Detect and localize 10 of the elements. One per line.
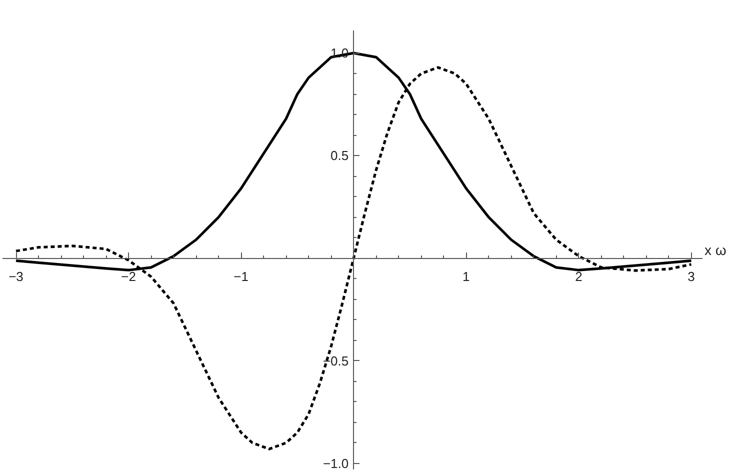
x-tick-label: −3 [8, 269, 24, 284]
y-tick-label: −0.5 [322, 353, 349, 368]
x-tick-label: −1 [234, 269, 248, 284]
y-tick-label: 0.5 [330, 148, 349, 164]
x-tick-label: 3 [688, 269, 695, 284]
x-axis-title: x ω [704, 242, 726, 258]
y-tick-label: −1.0 [322, 456, 349, 471]
x-tick-label: 1 [462, 269, 470, 284]
x-tick-label: −2 [121, 269, 136, 284]
x-tick-label: 2 [575, 269, 582, 284]
